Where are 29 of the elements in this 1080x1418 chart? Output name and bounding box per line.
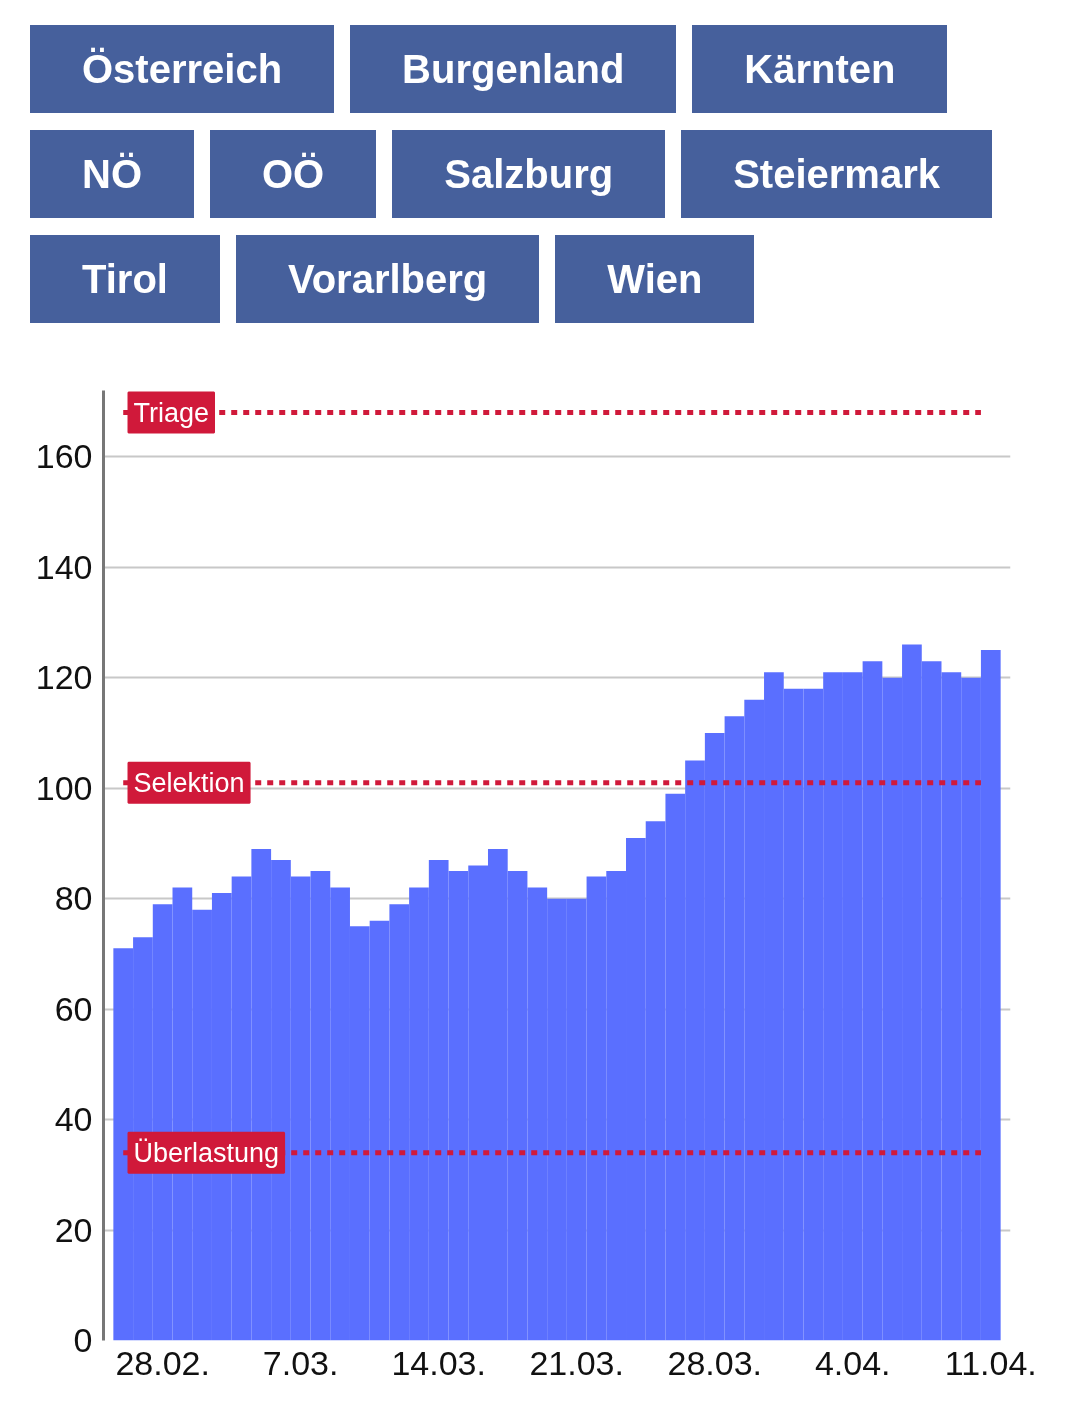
ref-line-label: Triage xyxy=(133,397,210,428)
text: Burgenland xyxy=(350,25,677,113)
x-tick-label: 28.03. xyxy=(667,1343,763,1382)
ref-line-label: Selektion xyxy=(133,767,245,798)
text: Salzburg xyxy=(392,130,666,218)
y-tick-label: 100 xyxy=(35,768,93,807)
text: Kärnten xyxy=(692,25,948,113)
x-tick-label: 21.03. xyxy=(529,1343,624,1382)
y-tick-label: 0 xyxy=(73,1321,93,1359)
ref-line-label: Überlastung xyxy=(133,1137,280,1168)
x-tick-label: 4.04. xyxy=(814,1343,891,1382)
text: Vorarlberg xyxy=(235,235,540,323)
text: OÖ xyxy=(210,130,377,218)
y-tick-label: 60 xyxy=(54,989,93,1028)
text: Österreich xyxy=(30,25,335,113)
y-tick-label: 160 xyxy=(35,437,93,476)
x-tick-label: 28.02. xyxy=(115,1343,210,1382)
y-tick-label: 140 xyxy=(35,547,93,586)
text: Wien xyxy=(555,235,755,323)
y-tick-label: 80 xyxy=(54,879,93,918)
y-tick-label: 120 xyxy=(35,658,93,697)
x-tick-label: 7.03. xyxy=(262,1343,339,1382)
text: Tirol xyxy=(30,235,220,323)
y-tick-label: 40 xyxy=(54,1100,93,1139)
y-tick-label: 20 xyxy=(54,1210,93,1249)
text: Steiermark xyxy=(681,130,992,218)
text: NÖ xyxy=(30,130,194,218)
x-tick-label: 14.03. xyxy=(391,1343,486,1382)
x-tick-label: 11.04. xyxy=(944,1343,1037,1382)
